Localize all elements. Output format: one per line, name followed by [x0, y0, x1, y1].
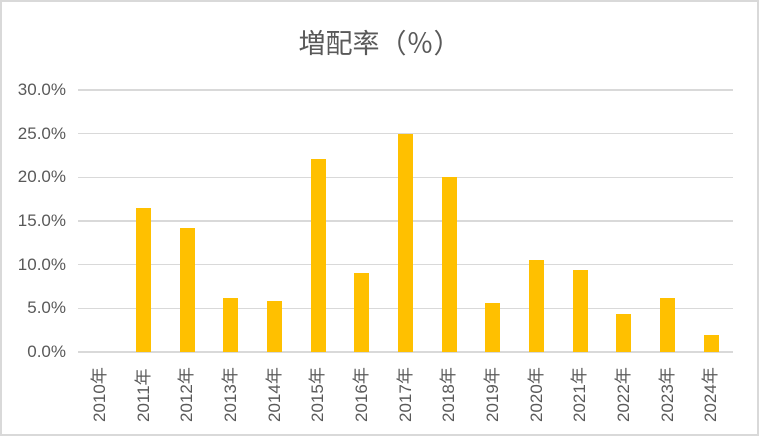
bar-2020 — [529, 260, 544, 352]
x-axis-tick-label: 2024年 — [701, 367, 721, 422]
y-axis-tick-label: 10.0% — [17, 254, 66, 274]
bar-2021 — [572, 269, 588, 352]
chart-title: 増配率（％） — [298, 29, 461, 59]
x-axis-tick-label: 2010年 — [89, 367, 109, 422]
y-axis-tick-label: 5.0% — [27, 298, 66, 318]
x-axis-tick-label: 2023年 — [657, 367, 677, 422]
x-axis-tick-label: 2015年 — [308, 367, 328, 422]
bar-2014 — [267, 301, 282, 352]
x-axis-tick-label: 2021年 — [570, 367, 590, 422]
bar-2011 — [136, 207, 151, 352]
x-axis-tick-label: 2019年 — [482, 367, 502, 422]
gridline — [78, 89, 733, 91]
bar-2018 — [441, 177, 457, 352]
y-axis-tick-label: 15.0% — [17, 211, 66, 230]
x-axis-line — [78, 351, 733, 353]
x-axis-tick-label: 2014年 — [264, 367, 284, 422]
bar-2023 — [660, 297, 675, 352]
x-axis-tick-label: 2016年 — [351, 367, 371, 422]
bar-2015 — [310, 158, 326, 352]
bar-2012 — [179, 227, 195, 352]
bar-2016 — [354, 272, 370, 352]
bar-2024 — [703, 334, 719, 352]
x-axis-tick-label: 2011年 — [133, 368, 153, 422]
bar-2019 — [485, 303, 501, 352]
y-axis-tick-label: 30.0% — [17, 80, 66, 99]
y-axis-tick-label: 0.0% — [27, 342, 66, 361]
y-axis-tick-label: 25.0% — [17, 123, 66, 143]
y-axis-tick-label: 20.0% — [17, 167, 66, 187]
bar-2022 — [616, 314, 632, 352]
bar-2013 — [223, 297, 239, 352]
x-axis-tick-label: 2017年 — [395, 367, 415, 422]
x-axis-tick-label: 2018年 — [439, 367, 459, 422]
bar-2017 — [398, 133, 413, 352]
x-axis-tick-label: 2012年 — [177, 367, 197, 422]
x-axis-tick-label: 2013年 — [220, 367, 240, 422]
x-axis-tick-label: 2022年 — [613, 367, 633, 422]
x-axis-tick-label: 2020年 — [526, 367, 546, 422]
